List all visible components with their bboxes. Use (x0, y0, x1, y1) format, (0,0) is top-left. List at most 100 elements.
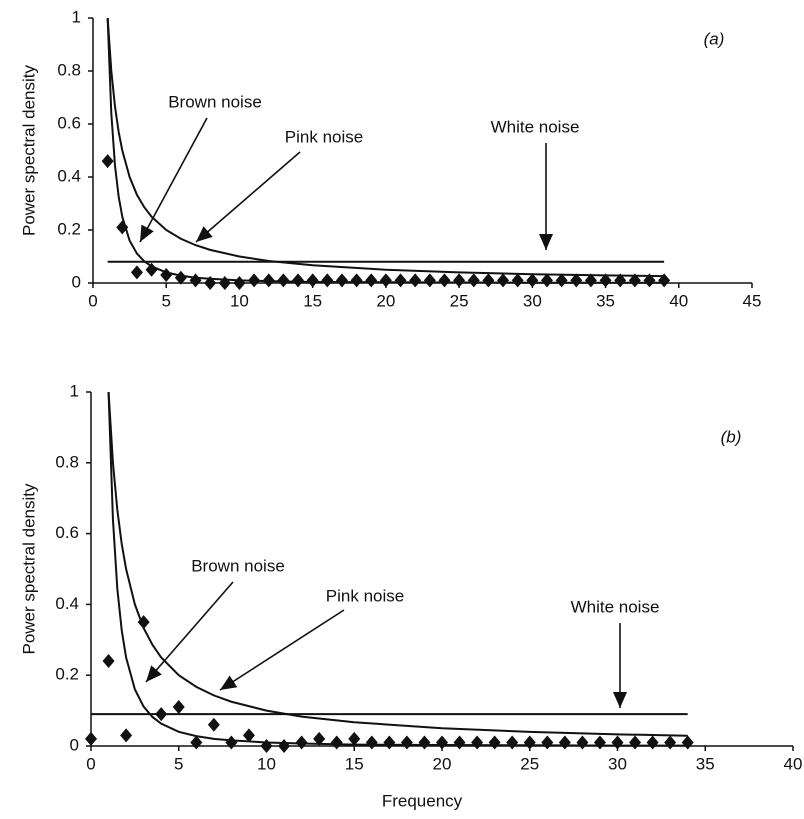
y-axis-label: Power spectral density (19, 64, 38, 236)
data-point (646, 735, 659, 750)
data-point (313, 731, 326, 746)
data-point (526, 273, 539, 288)
data-point (664, 735, 677, 750)
x-tick-label: 5 (161, 291, 170, 310)
data-point (189, 273, 202, 288)
arrow-head (146, 665, 162, 682)
data-point (497, 273, 510, 288)
data-point (541, 735, 554, 750)
data-point (576, 735, 589, 750)
y-tick-label: 0.8 (55, 452, 79, 471)
data-point (116, 220, 129, 235)
x-tick-label: 40 (784, 754, 803, 773)
y-tick-label: 0.6 (55, 523, 79, 542)
x-axis-label: Frequency (382, 791, 463, 810)
x-tick-label: 15 (345, 754, 364, 773)
y-axis-label: Power spectral density (19, 483, 38, 655)
x-tick-label: 45 (743, 291, 762, 310)
data-point (335, 273, 348, 288)
data-point (242, 728, 255, 743)
data-point (511, 273, 524, 288)
y-tick-label: 0 (70, 735, 79, 754)
data-point (365, 273, 378, 288)
data-point (306, 273, 319, 288)
panel-label: (a) (704, 29, 725, 48)
arrow-head (196, 226, 213, 242)
data-point (611, 735, 624, 750)
data-point (207, 717, 220, 732)
data-point (225, 735, 238, 750)
data-point (85, 731, 97, 746)
x-tick-label: 30 (608, 754, 627, 773)
y-tick-label: 0.2 (55, 665, 79, 684)
data-point (350, 273, 363, 288)
data-point (409, 273, 422, 288)
data-point (453, 273, 466, 288)
data-point (348, 731, 361, 746)
data-point (218, 276, 231, 290)
x-tick-label: 20 (433, 754, 452, 773)
data-point (467, 273, 480, 288)
data-point (321, 273, 334, 288)
data-point (330, 735, 343, 750)
annotation-arrow (139, 117, 208, 243)
data-point (540, 273, 553, 288)
data-point (593, 735, 606, 750)
data-point (292, 273, 305, 288)
curve (107, 391, 688, 737)
arrow-head (140, 224, 154, 242)
x-tick-label: 35 (596, 291, 615, 310)
data-point (145, 262, 158, 277)
arrow-head (539, 234, 553, 250)
arrow-head (220, 675, 238, 690)
data-point (453, 735, 466, 750)
curve (106, 17, 665, 284)
data-point (120, 728, 133, 743)
data-point (418, 735, 431, 750)
data-point (101, 154, 114, 169)
data-point (102, 654, 115, 669)
annotation: White noise (491, 117, 580, 136)
data-point (584, 273, 597, 288)
data-point (394, 273, 407, 288)
curve (107, 391, 688, 747)
y-tick-label: 0.6 (57, 113, 81, 132)
x-tick-label: 25 (450, 291, 469, 310)
annotation: White noise (571, 597, 660, 616)
annotation: Brown noise (168, 92, 262, 111)
arrow-head (613, 692, 627, 708)
data-point (681, 735, 694, 750)
annotation: Brown noise (191, 556, 285, 575)
data-point (488, 735, 501, 750)
x-tick-label: 10 (230, 291, 249, 310)
annotation-arrow (219, 609, 345, 691)
data-point (614, 273, 627, 288)
data-point (423, 273, 436, 288)
data-point (482, 273, 495, 288)
data-point (555, 273, 568, 288)
curve (106, 17, 665, 278)
annotation: Pink noise (285, 127, 363, 146)
y-tick-label: 0.4 (55, 594, 79, 613)
data-point (438, 273, 451, 288)
data-point (365, 735, 378, 750)
data-point (400, 735, 413, 750)
annotation-arrow (195, 151, 301, 243)
data-point (506, 735, 519, 750)
x-tick-label: 30 (523, 291, 542, 310)
annotation: Pink noise (326, 586, 404, 605)
data-point (277, 273, 290, 288)
data-point (295, 735, 308, 750)
data-point (523, 735, 536, 750)
data-point (471, 735, 484, 750)
y-tick-label: 0.2 (57, 219, 81, 238)
panel-label: (b) (721, 427, 742, 446)
y-tick-label: 1 (70, 381, 79, 400)
x-tick-label: 5 (174, 754, 183, 773)
data-point (379, 273, 392, 288)
data-point (628, 273, 641, 288)
x-tick-label: 15 (303, 291, 322, 310)
data-point (383, 735, 396, 750)
data-point (570, 273, 583, 288)
